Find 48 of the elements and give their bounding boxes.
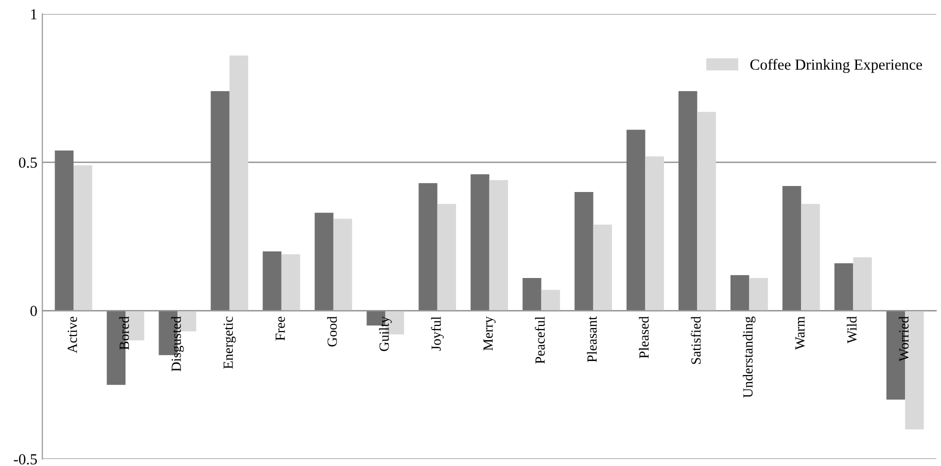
bar — [229, 56, 248, 311]
x-tick-label: Worried — [898, 316, 909, 362]
x-tick-label: Guilty — [379, 316, 392, 352]
bar — [281, 254, 300, 311]
bar — [262, 251, 282, 311]
bar — [541, 290, 560, 311]
bar — [853, 257, 872, 311]
bar — [801, 204, 820, 311]
y-tick-label: -0.5 — [14, 454, 37, 465]
y-tick-label: 0 — [30, 306, 37, 316]
legend-label: Coffee Drinking Experience — [750, 58, 922, 73]
bar — [697, 112, 716, 311]
bar — [645, 156, 664, 311]
x-tick-label: Bored — [119, 316, 129, 350]
x-tick-label: Joyful — [430, 316, 444, 351]
x-tick-label: Warm — [795, 316, 805, 350]
bar — [74, 165, 92, 311]
bar — [437, 204, 456, 311]
bar — [574, 192, 594, 311]
bar — [834, 263, 854, 311]
x-tick-label: Pleased — [638, 316, 649, 358]
x-tick-label: Energetic — [224, 316, 236, 369]
bar — [470, 174, 490, 311]
x-tick-label: Free — [276, 316, 285, 340]
bar — [678, 91, 698, 311]
bar — [626, 130, 646, 311]
x-tick-label: Satisfied — [690, 316, 701, 364]
x-tick-label: Pleasant — [586, 316, 597, 362]
bar — [489, 180, 508, 311]
x-tick-label: Disgusted — [171, 316, 184, 372]
x-tick-label: Wild — [846, 316, 857, 344]
bar — [730, 275, 750, 311]
bar — [522, 278, 542, 311]
x-tick-label: Merry — [484, 316, 496, 351]
bar — [593, 224, 612, 311]
x-tick-label: Peaceful — [534, 316, 545, 364]
bar — [749, 278, 768, 311]
x-tick-label: Active — [68, 316, 78, 354]
bar — [418, 183, 438, 311]
bar — [210, 91, 230, 311]
y-tick-label: 1 — [31, 9, 37, 20]
bar — [314, 212, 334, 311]
bar — [54, 150, 74, 311]
bar — [782, 186, 802, 311]
x-tick-label: Understanding — [742, 316, 756, 398]
bar — [333, 218, 352, 311]
x-tick-label: Good — [327, 316, 337, 347]
y-tick-label: 0.5 — [18, 157, 37, 168]
